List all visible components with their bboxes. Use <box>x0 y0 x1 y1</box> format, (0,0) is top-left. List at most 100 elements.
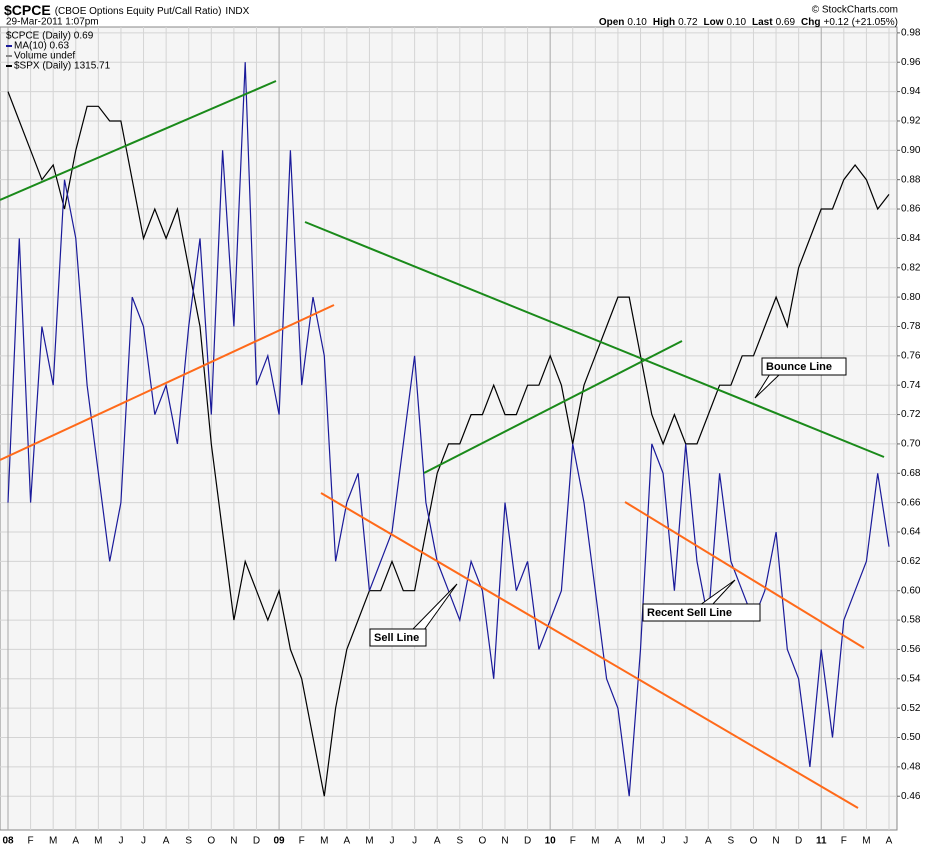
y-tick-label: 0.98 <box>901 28 921 39</box>
y-tick-label: 0.46 <box>901 791 921 802</box>
x-tick-label: J <box>141 836 146 847</box>
legend-label: MA(10) 0.63 <box>14 41 69 52</box>
x-tick-label: J <box>683 836 688 847</box>
chart-title: $CPCE <box>4 2 51 18</box>
x-tick-label: J <box>661 836 666 847</box>
y-tick-label: 0.50 <box>901 732 921 743</box>
y-tick-label: 0.66 <box>901 497 921 508</box>
x-tick-label: D <box>524 836 531 847</box>
x-tick-label: M <box>365 836 373 847</box>
x-tick-label: 10 <box>545 836 557 847</box>
quote-label: High <box>653 17 675 28</box>
source: © StockCharts.com <box>812 5 898 16</box>
y-tick-label: 0.70 <box>901 439 921 450</box>
y-tick-label: 0.64 <box>901 527 921 538</box>
x-tick-label: M <box>320 836 328 847</box>
y-tick-label: 0.68 <box>901 468 921 479</box>
chart-subtitle: (CBOE Options Equity Put/Call Ratio) <box>55 6 222 17</box>
callout: Recent Sell Line <box>642 579 761 622</box>
x-tick-label: A <box>72 836 79 847</box>
x-tick-label: F <box>299 836 305 847</box>
x-tick-label: A <box>886 836 893 847</box>
x-tick-label: O <box>207 836 215 847</box>
exchange: INDX <box>225 6 249 17</box>
plot-area <box>0 26 898 831</box>
series-line <box>7 62 890 797</box>
x-tick-label: D <box>253 836 260 847</box>
x-tick-label: J <box>118 836 123 847</box>
callout-box <box>369 628 427 647</box>
x-tick-label: 11 <box>816 836 827 847</box>
callout: Bounce Line <box>754 357 847 399</box>
y-tick-label: 0.58 <box>901 615 921 626</box>
x-tick-label: N <box>501 836 508 847</box>
series-line <box>7 91 890 797</box>
x-tick-label: A <box>434 836 441 847</box>
callout-box <box>642 603 761 622</box>
y-tick-label: 0.86 <box>901 204 921 215</box>
x-tick-label: F <box>841 836 847 847</box>
y-tick-label: 0.62 <box>901 556 921 567</box>
callout-pointer <box>699 579 736 606</box>
x-tick-label: F <box>28 836 34 847</box>
trend-line <box>320 492 859 809</box>
y-tick-label: 0.72 <box>901 409 921 420</box>
x-tick-label: A <box>615 836 622 847</box>
y-tick-label: 0.52 <box>901 703 921 714</box>
x-tick-label: A <box>705 836 712 847</box>
callout-label: Recent Sell Line <box>647 607 732 619</box>
trend-line <box>624 501 865 649</box>
quote-label: Open <box>599 17 625 28</box>
x-tick-label: A <box>344 836 351 847</box>
x-tick-label: M <box>636 836 644 847</box>
quote-value: 0.10 <box>627 17 647 28</box>
x-tick-label: O <box>750 836 758 847</box>
series-lines <box>7 62 890 797</box>
y-tick-label: 0.80 <box>901 292 921 303</box>
x-tick-label: M <box>94 836 102 847</box>
y-tick-label: 0.76 <box>901 350 921 361</box>
x-tick-label: S <box>185 836 192 847</box>
x-tick-label: M <box>591 836 599 847</box>
x-tick-label: S <box>728 836 735 847</box>
y-tick-label: 0.48 <box>901 762 921 773</box>
chart-title: $CPCE (CBOE Options Equity Put/Call Ratio… <box>4 2 250 18</box>
trend-lines <box>0 80 885 809</box>
legend-label: Volume undef <box>14 51 75 62</box>
callout-pointer <box>754 373 781 399</box>
x-tick-label: N <box>772 836 779 847</box>
y-tick-label: 0.60 <box>901 585 921 596</box>
x-tick-label: O <box>478 836 486 847</box>
quote-label: Last <box>752 17 773 28</box>
date: 29-Mar-2011 1:07pm <box>6 17 99 28</box>
x-tick-label: 09 <box>274 836 286 847</box>
x-tick-label: S <box>456 836 463 847</box>
x-tick-label: M <box>49 836 57 847</box>
y-tick-label: 0.74 <box>901 380 921 391</box>
callout-label: Bounce Line <box>766 361 832 373</box>
y-tick-label: 0.84 <box>901 233 921 244</box>
quote-value: +0.12 (+21.05%) <box>824 17 899 28</box>
x-tick-label: A <box>163 836 170 847</box>
y-tick-label: 0.78 <box>901 321 921 332</box>
quote-label: Chg <box>801 17 820 28</box>
quote-value: 0.69 <box>776 17 796 28</box>
quote-label: Low <box>704 17 724 28</box>
legend-label: $SPX (Daily) 1315.71 <box>14 61 111 72</box>
x-tick-label: J <box>412 836 417 847</box>
x-tick-label: J <box>390 836 395 847</box>
y-tick-label: 0.54 <box>901 673 921 684</box>
x-tick-label: 08 <box>2 836 14 847</box>
legend-label: $CPCE (Daily) 0.69 <box>6 31 94 42</box>
quote: Open 0.10 High 0.72 Low 0.10 Last 0.69 Chg +0.12 … <box>599 17 898 28</box>
trend-line <box>423 340 683 474</box>
callout: Sell Line <box>369 583 458 647</box>
quote-value: 0.10 <box>727 17 747 28</box>
y-tick-label: 0.94 <box>901 86 921 97</box>
trend-line <box>304 221 885 458</box>
y-tick-label: 0.88 <box>901 174 921 185</box>
quote-value: 0.72 <box>678 17 698 28</box>
callout-pointer <box>411 583 458 631</box>
